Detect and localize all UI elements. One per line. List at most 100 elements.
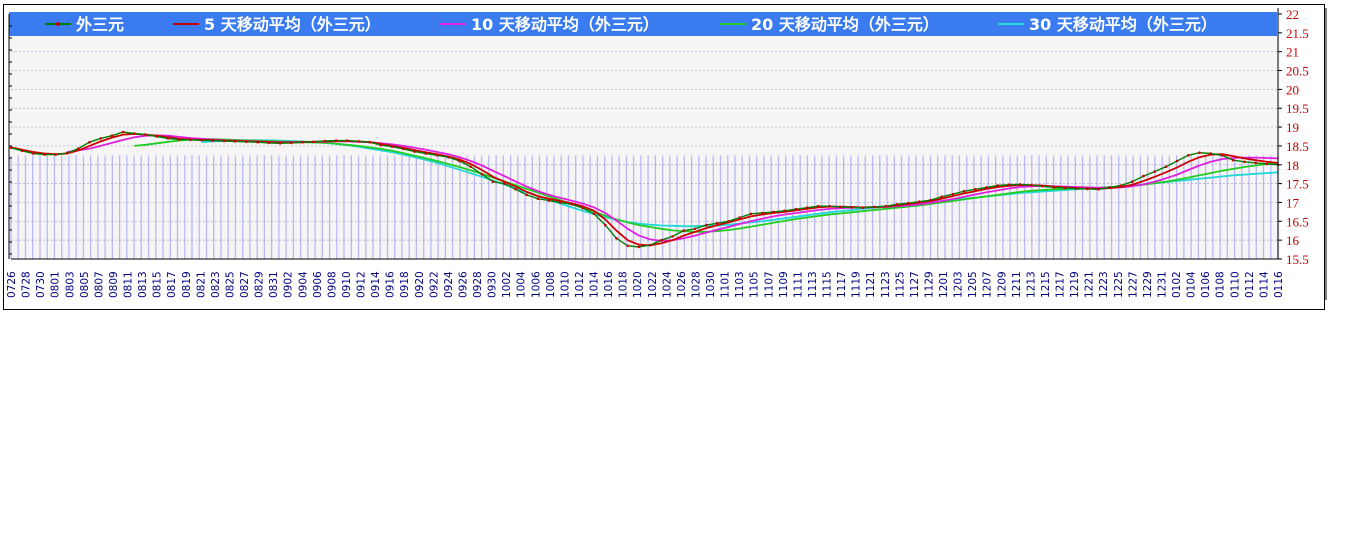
series-0-point — [637, 245, 641, 249]
x-tick-label: 0821 — [195, 271, 207, 298]
series-0-point — [850, 206, 854, 209]
y-tick-label: 17 — [1286, 195, 1300, 210]
series-0-point — [402, 147, 405, 151]
x-tick-label: 0728 — [21, 271, 33, 298]
legend-label: 外三元 — [75, 15, 124, 34]
x-tick-label: 1026 — [676, 271, 688, 298]
y-tick-label: 18 — [1286, 158, 1299, 173]
x-tick-label: 1113 — [807, 271, 819, 298]
x-tick-label: 1101 — [720, 271, 732, 298]
series-0-point — [77, 147, 80, 150]
legend-label: 20 天移动平均（外三元） — [751, 15, 939, 34]
x-tick-label: 1121 — [865, 271, 877, 298]
x-tick-label: 0726 — [6, 271, 18, 298]
x-tick-label: 0928 — [472, 271, 484, 298]
x-tick-label: 1203 — [953, 271, 965, 298]
series-0-point — [323, 139, 327, 143]
series-0-point — [200, 139, 203, 142]
series-0-point — [9, 146, 13, 150]
series-0-point — [144, 133, 147, 136]
series-0-point — [368, 140, 372, 144]
series-0-point — [424, 152, 428, 155]
series-0-point — [985, 186, 988, 189]
series-0-point — [413, 150, 416, 153]
series-0-point — [1209, 152, 1212, 155]
x-tick-label: 1127 — [909, 271, 921, 298]
series-0-point — [20, 149, 24, 153]
series-0-point — [267, 141, 271, 145]
x-tick-label: 1223 — [1098, 271, 1110, 298]
series-0-point — [379, 143, 383, 147]
series-0-point — [1175, 159, 1179, 163]
y-tick-label: 20 — [1286, 82, 1299, 97]
x-tick-label: 0912 — [356, 271, 368, 298]
series-0-point — [278, 142, 282, 145]
series-0-point — [99, 137, 102, 140]
series-0-point — [760, 211, 764, 215]
x-tick-label: 1205 — [967, 271, 979, 298]
series-line-0 — [10, 131, 1279, 248]
series-0-point — [1018, 183, 1022, 186]
series-0-point — [962, 189, 966, 193]
series-0-point — [805, 206, 809, 209]
x-tick-label: 0104 — [1186, 271, 1198, 298]
x-tick-label: 0908 — [326, 271, 338, 298]
series-0-point — [682, 229, 685, 232]
x-tick-label: 1119 — [851, 271, 863, 298]
series-0-point — [256, 140, 260, 144]
series-0-point — [43, 153, 46, 156]
series-0-point — [749, 212, 753, 216]
series-0-point — [884, 204, 887, 208]
series-0-point — [648, 243, 652, 247]
series-0-point — [166, 137, 170, 140]
series-0-point — [738, 216, 742, 219]
y-tick-label: 21.5 — [1286, 26, 1309, 41]
series-0-point — [1108, 186, 1112, 189]
series-0-point — [233, 140, 237, 143]
series-0-point — [290, 141, 293, 145]
series-0-point — [222, 139, 226, 143]
x-tick-label: 0914 — [370, 271, 382, 298]
x-tick-label: 0827 — [239, 271, 251, 298]
x-tick-label: 0930 — [487, 271, 499, 298]
y-tick-label: 22 — [1286, 7, 1299, 22]
series-0-point — [828, 204, 831, 208]
series-0-point — [32, 152, 35, 155]
series-0-point — [996, 184, 999, 187]
x-tick-label: 1227 — [1127, 271, 1139, 298]
series-0-point — [917, 200, 921, 203]
x-tick-label: 0106 — [1200, 271, 1212, 298]
x-tick-label: 0116 — [1273, 271, 1285, 298]
series-0-point — [929, 198, 932, 202]
x-tick-label: 1002 — [501, 271, 513, 298]
x-tick-label: 0805 — [79, 271, 91, 298]
series-0-point — [525, 193, 529, 197]
x-tick-label: 1219 — [1069, 271, 1081, 298]
series-0-point — [1007, 183, 1011, 186]
series-0-point — [1052, 186, 1056, 189]
x-tick-label: 1217 — [1055, 271, 1067, 298]
series-0-point — [301, 140, 304, 144]
series-0-point — [110, 134, 114, 137]
series-0-point — [211, 139, 215, 142]
series-0-point — [1153, 170, 1156, 173]
x-tick-label: 0926 — [457, 271, 469, 298]
series-0-point — [480, 172, 484, 176]
x-tick-label: 1024 — [661, 271, 673, 298]
x-tick-label: 0108 — [1215, 271, 1227, 298]
series-0-point — [54, 153, 58, 156]
series-0-point — [604, 223, 607, 227]
legend-label: 10 天移动平均（外三元） — [471, 15, 659, 34]
series-0-point — [469, 165, 473, 168]
series-0-point — [1030, 183, 1033, 187]
series-0-point — [817, 204, 820, 208]
y-tick-label: 20.5 — [1286, 64, 1309, 79]
x-tick-label: 1215 — [1040, 271, 1052, 298]
series-0-point — [458, 159, 461, 163]
x-tick-label: 0730 — [35, 271, 47, 298]
series-0-point — [357, 140, 360, 143]
series-0-point — [514, 188, 517, 191]
x-tick-label: 1004 — [516, 271, 528, 298]
x-tick-label: 1117 — [836, 271, 848, 298]
